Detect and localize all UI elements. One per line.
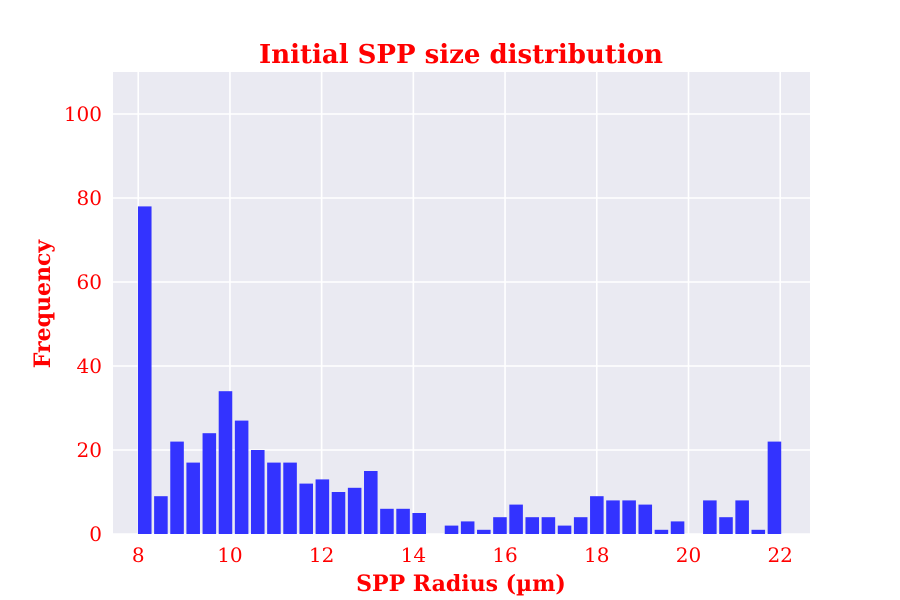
bar bbox=[622, 500, 636, 534]
bar bbox=[525, 517, 540, 534]
x-tick-label: 18 bbox=[584, 543, 609, 567]
bar bbox=[541, 517, 556, 534]
bar bbox=[751, 529, 766, 534]
bar bbox=[670, 521, 685, 534]
x-tick-label: 20 bbox=[676, 543, 701, 567]
bar bbox=[137, 206, 152, 534]
bar bbox=[703, 500, 717, 534]
bar bbox=[299, 483, 313, 534]
chart-title: Initial SPP size distribution bbox=[259, 40, 663, 70]
bar bbox=[638, 504, 653, 534]
bar bbox=[493, 517, 507, 534]
bar bbox=[380, 508, 394, 534]
y-tick-label: 100 bbox=[64, 102, 102, 126]
y-tick-label: 20 bbox=[77, 438, 102, 462]
bars bbox=[137, 206, 782, 534]
x-tick-label: 16 bbox=[492, 543, 517, 567]
bar bbox=[154, 496, 168, 534]
bar bbox=[573, 517, 588, 534]
bar bbox=[186, 462, 200, 534]
bar bbox=[202, 433, 217, 534]
x-tick-label: 10 bbox=[217, 543, 242, 567]
bar bbox=[735, 500, 749, 534]
bar bbox=[267, 462, 281, 534]
bar bbox=[767, 441, 782, 534]
bar bbox=[234, 420, 249, 534]
bar bbox=[331, 492, 346, 534]
bar bbox=[347, 487, 362, 534]
x-axis-ticks: 8 10 12 14 16 18 20 22 bbox=[132, 543, 793, 567]
x-tick-label: 14 bbox=[401, 543, 426, 567]
x-tick-label: 8 bbox=[132, 543, 145, 567]
bar bbox=[412, 513, 427, 534]
bar bbox=[477, 529, 491, 534]
bar bbox=[590, 496, 604, 534]
bar bbox=[606, 500, 620, 534]
bar bbox=[170, 441, 184, 534]
bar bbox=[283, 462, 297, 534]
bar bbox=[250, 450, 265, 534]
y-tick-label: 40 bbox=[77, 354, 102, 378]
bar bbox=[364, 471, 378, 534]
bar bbox=[444, 525, 459, 534]
bar bbox=[315, 479, 330, 534]
grid bbox=[113, 72, 810, 535]
y-tick-label: 60 bbox=[77, 270, 102, 294]
bar bbox=[557, 525, 572, 534]
x-tick-label: 22 bbox=[767, 543, 792, 567]
x-tick-label: 12 bbox=[309, 543, 334, 567]
bar bbox=[509, 504, 523, 534]
x-axis-label: SPP Radius (µm) bbox=[356, 571, 566, 597]
y-tick-label: 80 bbox=[77, 186, 102, 210]
plot-area bbox=[113, 72, 810, 534]
y-tick-label: 0 bbox=[89, 522, 102, 546]
bar bbox=[460, 521, 475, 534]
bar bbox=[719, 517, 733, 534]
bar bbox=[654, 529, 669, 534]
bar bbox=[218, 391, 233, 534]
y-axis-label: Frequency bbox=[30, 239, 56, 369]
bar bbox=[396, 508, 410, 534]
y-axis-ticks: 0 20 40 60 80 100 bbox=[64, 102, 102, 546]
